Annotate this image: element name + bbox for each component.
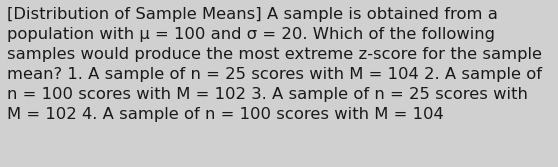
Text: [Distribution of Sample Means] A sample is obtained from a
population with μ = 1: [Distribution of Sample Means] A sample … [7, 7, 542, 122]
